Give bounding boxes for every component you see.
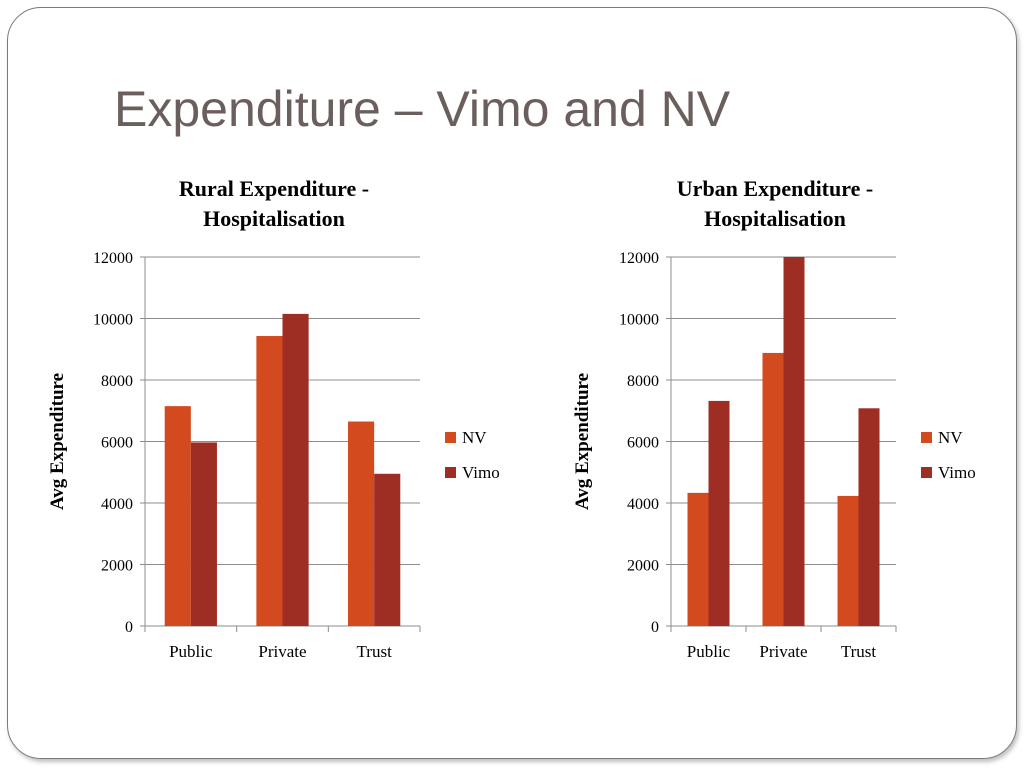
x-category-label: Public: [169, 642, 213, 661]
bar-vimo-public: [708, 400, 730, 626]
slide-frame: [7, 7, 1017, 759]
x-category-label: Public: [687, 642, 731, 661]
y-tick-label: 0: [125, 619, 133, 636]
y-tick-label: 6000: [101, 435, 133, 452]
legend-label-nv: NV: [938, 428, 963, 447]
legend-label-vimo: Vimo: [938, 463, 976, 482]
chart-title-line: Hospitalisation: [203, 206, 345, 231]
legend-swatch-vimo: [921, 467, 932, 478]
bar-nv-private: [762, 352, 784, 626]
y-tick-label: 0: [651, 619, 659, 636]
y-tick-label: 12000: [619, 250, 659, 267]
y-tick-label: 4000: [627, 496, 659, 513]
legend-swatch-nv: [445, 432, 456, 443]
x-category-label: Private: [759, 642, 807, 661]
bar-vimo-trust: [858, 408, 880, 626]
bar-vimo-private: [783, 257, 805, 626]
y-tick-label: 4000: [101, 496, 133, 513]
legend-swatch-nv: [921, 432, 932, 443]
bar-nv-trust: [837, 495, 859, 626]
x-category-label: Private: [258, 642, 306, 661]
y-tick-label: 8000: [101, 373, 133, 390]
legend-swatch-vimo: [445, 467, 456, 478]
bar-nv-public: [687, 492, 709, 626]
bar-vimo-private: [282, 313, 309, 626]
y-tick-label: 10000: [619, 312, 659, 329]
y-tick-label: 2000: [627, 558, 659, 575]
legend-label-nv: NV: [462, 428, 487, 447]
bar-nv-trust: [348, 421, 375, 626]
chart-title-line: Hospitalisation: [704, 206, 846, 231]
bar-vimo-trust: [374, 473, 401, 626]
x-category-label: Trust: [357, 642, 393, 661]
y-axis-title: Avg Expenditure: [572, 373, 593, 510]
bar-vimo-public: [190, 442, 217, 626]
y-tick-label: 10000: [93, 312, 133, 329]
y-tick-label: 8000: [627, 373, 659, 390]
rural-expenditure-chart: Rural Expenditure - Hospitalisation 0 2000 4…: [47, 176, 500, 661]
bar-nv-public: [164, 406, 191, 626]
chart-title-line: Rural Expenditure -: [179, 176, 369, 201]
urban-expenditure-chart: Urban Expenditure - Hospitalisation 0 2000 4…: [572, 176, 976, 661]
legend-label-vimo: Vimo: [462, 463, 500, 482]
y-tick-label: 12000: [93, 250, 133, 267]
y-axis-title: Avg Expenditure: [47, 373, 68, 510]
bar-nv-private: [256, 336, 283, 626]
y-tick-label: 6000: [627, 435, 659, 452]
y-tick-label: 2000: [101, 558, 133, 575]
chart-title-line: Urban Expenditure -: [677, 176, 873, 201]
x-category-label: Trust: [841, 642, 877, 661]
slide-title: Expenditure – Vimo and NV: [114, 81, 731, 137]
